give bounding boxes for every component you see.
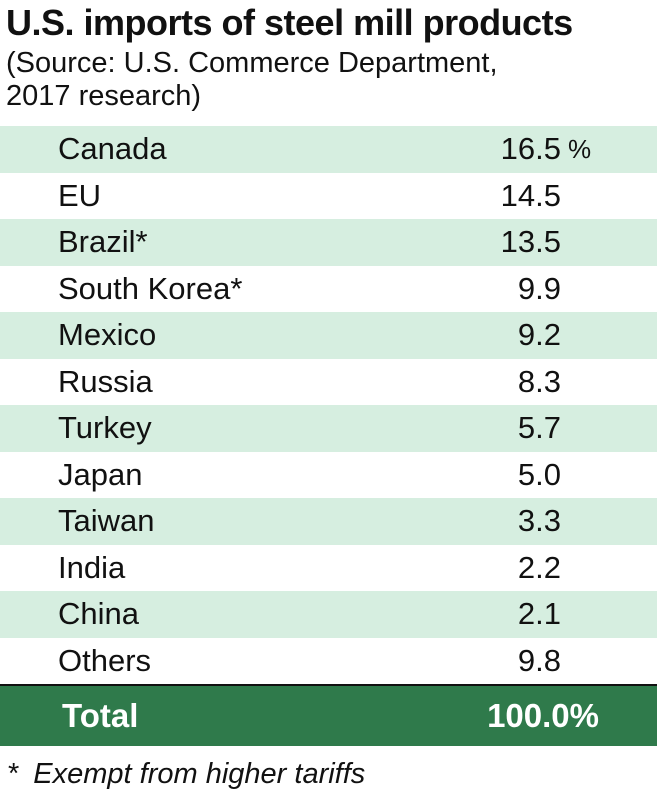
chart-subtitle: (Source: U.S. Commerce Department, 2017 … [6,47,651,113]
share-value: 2.2 [517,549,561,585]
country-label: Russia [58,363,153,399]
share-value: 5.7 [517,410,561,445]
country-label: Others [58,642,152,678]
total-divider [0,684,657,686]
data-table: Canada 16.5% EU 14.5 Brazil* 13.5 South Korea*… [0,126,657,684]
share-value: 3.3 [517,503,561,538]
country-label: Turkey [58,410,152,445]
footnote: * Exempt from higher tariffs [8,756,365,792]
table-row: Others 9.8 [0,638,657,685]
country-label: Taiwan [58,503,155,538]
table-row: Japan 5.0 [0,452,657,499]
table-row: South Korea* 9.9 [0,266,657,313]
unit-label: % [568,134,592,164]
country-label: Brazil* [58,224,148,259]
footnote-text: Exempt from higher tariffs [33,758,366,790]
share-value: 5.0 [517,456,561,492]
country-label: Japan [58,456,143,492]
subtitle-line-1: (Source: U.S. Commerce Department, [6,47,498,79]
country-label: South Korea* [58,270,243,306]
country-label: India [58,549,126,585]
total-value: 100.0% [487,697,599,734]
country-label: Mexico [58,317,157,352]
share-value: 9.8 [517,642,561,678]
total-row: Total 100.0% [0,686,657,746]
table-row: Brazil* 13.5 [0,219,657,266]
share-value: 2.1 [517,596,561,631]
table-row: Russia 8.3 [0,359,657,406]
table-row: EU 14.5 [0,173,657,220]
table-row: Canada 16.5% [0,126,657,173]
share-value: 14.5 [500,177,561,213]
table-row: India 2.2 [0,545,657,592]
share-value: 9.2 [517,317,561,352]
country-label: China [58,596,139,631]
share-value: 9.9 [517,270,561,306]
country-label: Canada [58,131,167,166]
chart-title: U.S. imports of steel mill products [6,2,573,43]
share-value: 16.5 [500,131,561,166]
table-row: Taiwan 3.3 [0,498,657,545]
country-label: EU [58,177,102,213]
table-row: China 2.1 [0,591,657,638]
total-label: Total [62,697,139,734]
footnote-marker: * [8,758,20,790]
table-row: Mexico 9.2 [0,312,657,359]
share-value: 8.3 [517,363,561,399]
share-value: 13.5 [500,224,561,259]
table-row: Turkey 5.7 [0,405,657,452]
subtitle-line-2: 2017 research) [6,80,202,112]
